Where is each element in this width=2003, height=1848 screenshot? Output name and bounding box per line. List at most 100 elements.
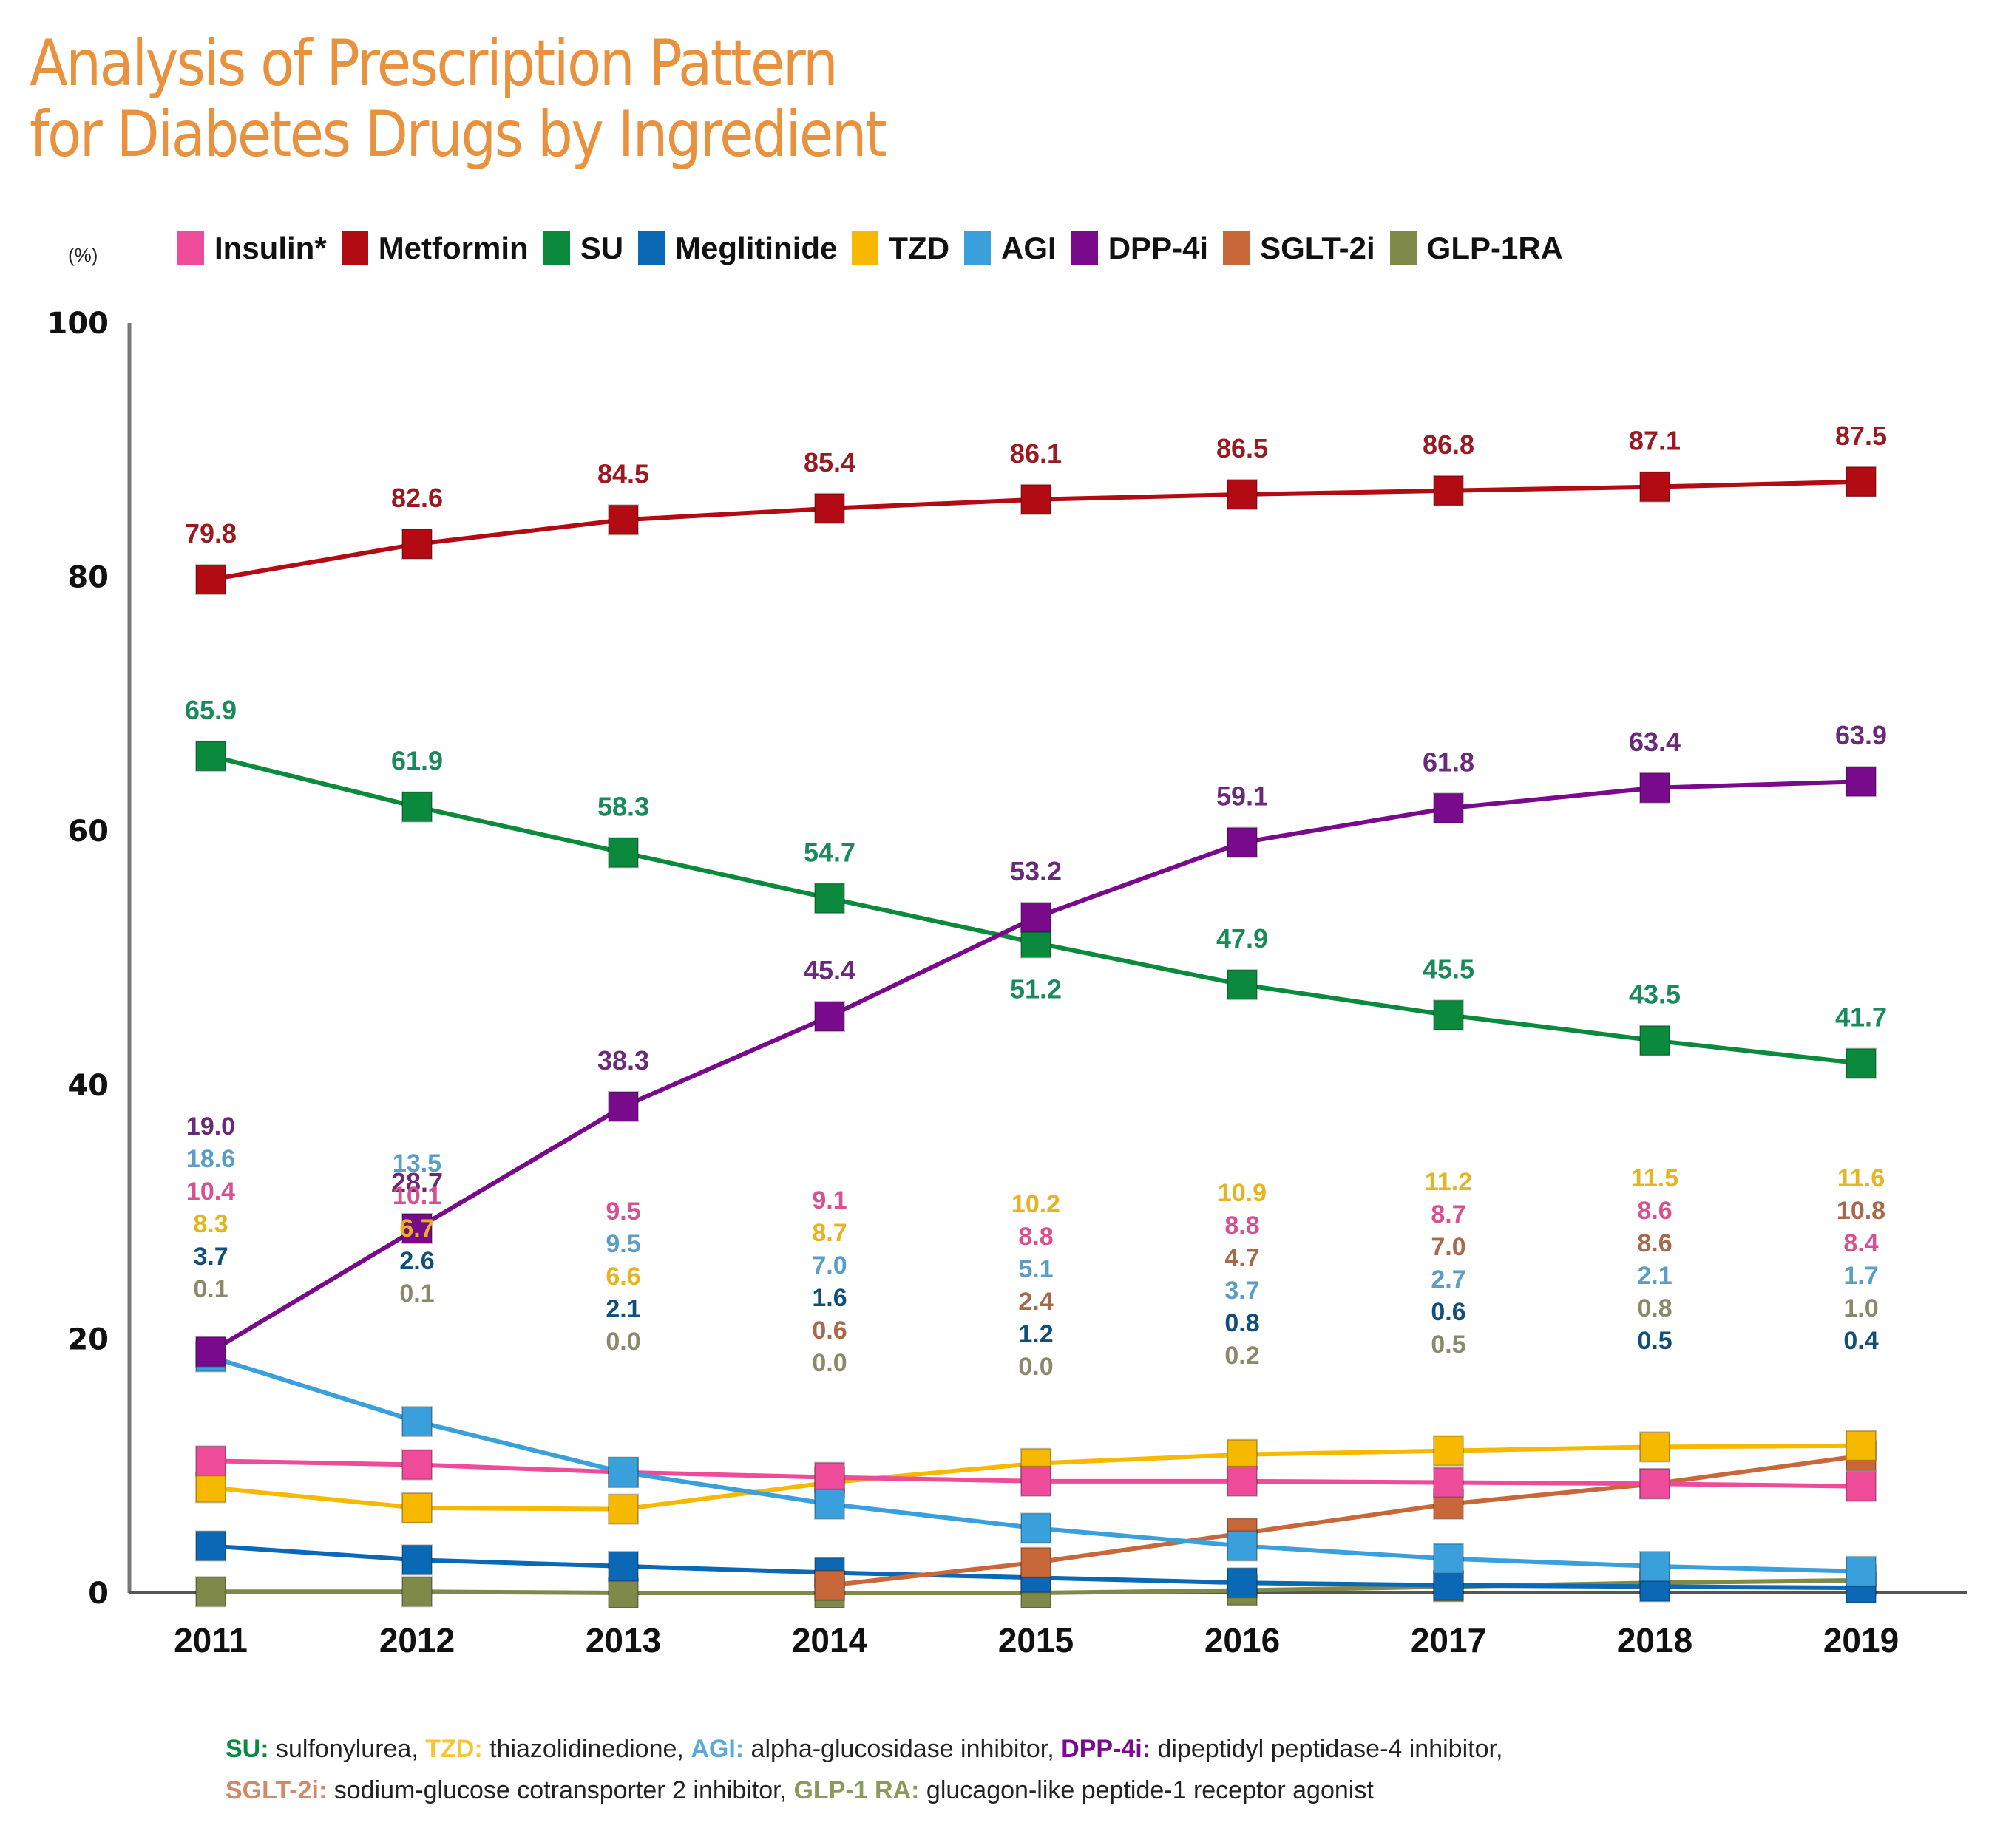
- legend-swatch-agi: [964, 231, 992, 265]
- footnote-abbr: AGI:: [691, 1735, 745, 1763]
- data-label-su: 54.7: [804, 837, 855, 867]
- data-label-agi: 9.5: [606, 1230, 640, 1258]
- data-point-su: [195, 740, 226, 772]
- data-point-tzd: [1639, 1431, 1670, 1463]
- legend-item-glp-1ra: GLP-1RA: [1389, 231, 1564, 266]
- data-point-agi: [1020, 1512, 1051, 1544]
- data-point-sglt-2i: [814, 1569, 845, 1601]
- legend-swatch-insulin: [177, 231, 204, 265]
- data-point-metformin: [1433, 475, 1464, 506]
- data-point-dpp-4i: [1846, 766, 1877, 798]
- data-label-sglt-2i: 7.0: [1431, 1233, 1465, 1261]
- data-label-metformin: 82.6: [391, 483, 443, 513]
- data-point-meglitinide: [1433, 1569, 1464, 1601]
- data-point-meglitinide: [1227, 1567, 1258, 1599]
- data-point-su: [1227, 969, 1258, 1001]
- data-label-dpp-4i: 61.8: [1423, 747, 1474, 777]
- data-point-insulin: [1639, 1468, 1670, 1500]
- y-tick-label: 100: [47, 307, 109, 341]
- data-label-sglt-2i: 4.7: [1224, 1244, 1259, 1272]
- data-label-tzd: 11.6: [1837, 1164, 1885, 1192]
- footnote-definition: alpha-glucosidase inhibitor,: [744, 1735, 1062, 1763]
- footnote-abbr: SGLT-2i:: [226, 1776, 328, 1804]
- data-label-agi: 7.0: [812, 1251, 847, 1280]
- data-label-meglitinide: 0.4: [1843, 1327, 1878, 1355]
- data-label-su: 41.7: [1835, 1002, 1887, 1033]
- data-label-metformin: 84.5: [597, 458, 649, 489]
- data-point-agi: [814, 1488, 845, 1520]
- data-point-su: [1433, 999, 1464, 1031]
- data-point-tzd: [1227, 1438, 1258, 1470]
- data-point-meglitinide: [608, 1550, 639, 1582]
- legend-item-insulin: Insulin*: [177, 231, 327, 266]
- data-point-metformin: [195, 564, 226, 596]
- legend-label-agi: AGI: [1001, 231, 1057, 265]
- data-point-tzd: [195, 1472, 226, 1504]
- x-tick-label: 2011: [174, 1621, 248, 1660]
- y-tick-label: 60: [67, 815, 109, 849]
- data-label-insulin: 8.8: [1018, 1223, 1053, 1251]
- data-label-meglitinide: 0.6: [1431, 1298, 1465, 1326]
- data-label-insulin: 10.4: [186, 1178, 235, 1206]
- data-label-dpp-4i: 63.4: [1629, 727, 1681, 757]
- legend-label-insulin: Insulin*: [214, 231, 327, 265]
- data-point-metformin: [1639, 471, 1670, 503]
- data-label-insulin: 9.5: [606, 1198, 640, 1226]
- data-label-tzd: 11.2: [1425, 1168, 1472, 1196]
- data-point-su: [608, 837, 639, 869]
- data-point-insulin: [401, 1449, 433, 1481]
- data-label-metformin: 86.1: [1010, 438, 1062, 469]
- data-label-glp-1ra: 0.0: [1018, 1353, 1053, 1381]
- legend-label-glp-1ra: GLP-1RA: [1426, 231, 1564, 265]
- y-tick-label: 80: [67, 561, 109, 595]
- legend-label-su: SU: [580, 231, 624, 265]
- legend-swatch-tzd: [852, 231, 879, 265]
- footnote-abbr: DPP-4i:: [1061, 1735, 1151, 1763]
- data-point-insulin: [814, 1461, 845, 1493]
- data-label-su: 45.5: [1423, 954, 1474, 984]
- data-point-metformin: [1227, 478, 1258, 510]
- data-point-tzd: [608, 1493, 639, 1525]
- data-label-agi: 2.7: [1431, 1266, 1465, 1294]
- legend-label-dpp-4i: DPP-4i: [1108, 231, 1209, 265]
- footnote-definition: sulfonylurea,: [268, 1735, 426, 1763]
- data-label-sglt-2i: 2.4: [1018, 1288, 1053, 1316]
- footnote-abbr: TZD:: [425, 1735, 483, 1763]
- data-label-insulin: 8.6: [1637, 1197, 1672, 1225]
- data-point-tzd: [1433, 1435, 1464, 1467]
- data-label-meglitinide: 2.6: [399, 1247, 434, 1275]
- legend-item-dpp-4i: DPP-4i: [1071, 231, 1208, 266]
- data-point-agi: [401, 1406, 433, 1438]
- data-label-dpp-4i: 45.4: [804, 955, 855, 985]
- data-label-su: 47.9: [1216, 923, 1268, 954]
- legend-label-meglitinide: Meglitinide: [675, 231, 838, 265]
- chart-title-line-2: for Diabetes Drugs by Ingredient: [30, 98, 887, 171]
- data-point-insulin: [1433, 1467, 1464, 1498]
- data-label-dpp-4i: 28.7: [391, 1167, 443, 1198]
- data-label-metformin: 87.5: [1835, 421, 1887, 451]
- data-label-su: 61.9: [391, 746, 443, 776]
- chart-title: Analysis of Prescription Pattern for Dia…: [30, 28, 887, 171]
- legend-label-sglt-2i: SGLT-2i: [1260, 231, 1375, 265]
- data-point-metformin: [814, 492, 845, 524]
- data-label-agi: 3.7: [1224, 1277, 1259, 1305]
- legend-swatch-meglitinide: [638, 231, 665, 265]
- footnote: SU: sulfonylurea, TZD: thiazolidinedione…: [226, 1728, 1502, 1811]
- data-point-su: [1639, 1025, 1670, 1056]
- footnote-abbr: GLP-1 RA:: [793, 1776, 920, 1804]
- legend-swatch-metformin: [341, 231, 368, 265]
- data-label-agi: 2.1: [1637, 1262, 1672, 1290]
- data-point-agi: [1227, 1530, 1258, 1562]
- legend: Insulin* Metformin SU Meglitinide TZD AGI DPP-…: [177, 231, 1563, 266]
- data-label-insulin: 8.4: [1843, 1229, 1878, 1257]
- data-point-dpp-4i: [401, 1212, 433, 1244]
- data-label-agi: 13.5: [393, 1149, 441, 1178]
- y-axis-unit-label: (%): [68, 244, 98, 266]
- data-label-insulin: 8.8: [1224, 1212, 1259, 1240]
- legend-swatch-su: [543, 231, 570, 265]
- data-label-sglt-2i: 10.8: [1837, 1197, 1885, 1225]
- footnote-definition: glucagon-like peptide-1 receptor agonist: [919, 1776, 1374, 1804]
- data-point-metformin: [608, 504, 639, 536]
- data-label-glp-1ra: 0.8: [1637, 1294, 1672, 1322]
- data-label-meglitinide: 1.2: [1018, 1320, 1053, 1348]
